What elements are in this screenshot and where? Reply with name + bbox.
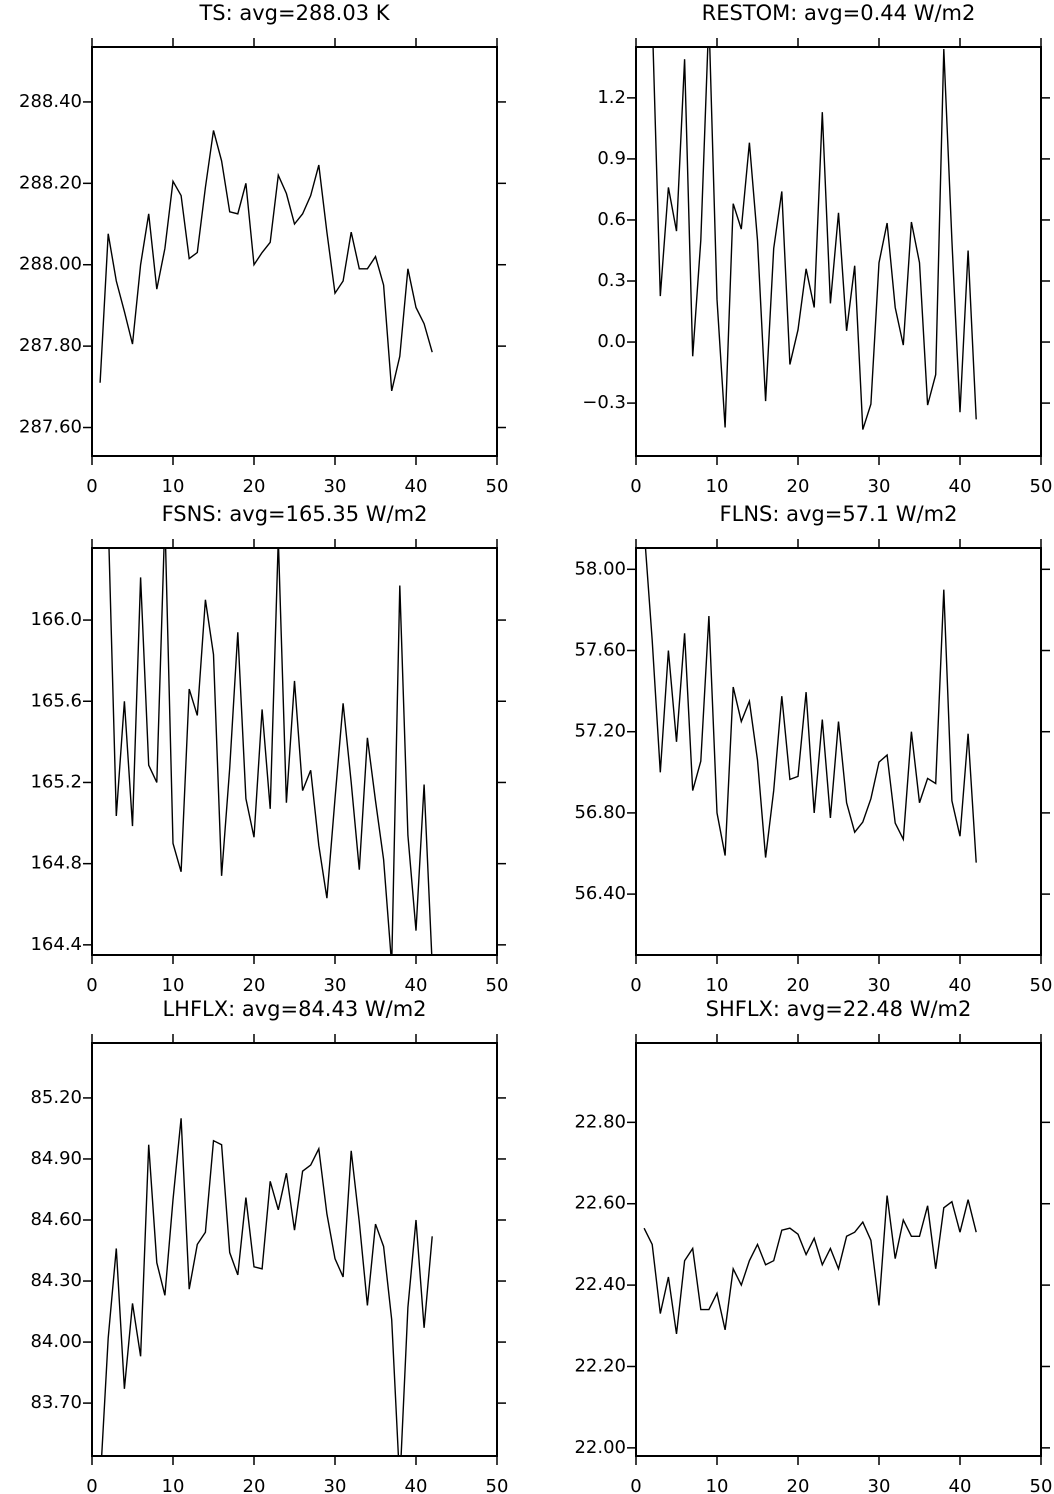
y-tick-label: 0.9 (597, 148, 626, 169)
y-tick-label: 84.30 (30, 1270, 82, 1291)
y-tick-label: 85.20 (30, 1087, 82, 1108)
data-line (644, 548, 977, 863)
y-tick-label: −0.3 (582, 392, 626, 413)
y-tick-label: 22.80 (574, 1111, 626, 1132)
x-tick-label: 40 (405, 975, 428, 996)
x-tick-label: 0 (630, 476, 641, 497)
x-tick-label: 0 (630, 975, 641, 996)
y-tick-label: 22.00 (574, 1437, 626, 1458)
y-tick-label: 0.0 (597, 331, 626, 352)
x-tick-label: 20 (787, 975, 810, 996)
y-tick-label: 22.20 (574, 1355, 626, 1376)
x-tick-label: 40 (949, 975, 972, 996)
panel: FSNS: avg=165.35 W/m2 0 10 20 30 40 50 164.4 164… (30, 502, 509, 996)
x-tick-label: 30 (868, 975, 891, 996)
x-tick-label: 20 (243, 1476, 266, 1494)
y-tick-label: 165.2 (30, 771, 82, 792)
x-tick-label: 50 (486, 975, 509, 996)
x-tick-label: 40 (949, 476, 972, 497)
panel-title: FLNS: avg=57.1 W/m2 (720, 502, 958, 526)
data-line (643, 1195, 977, 1335)
x-tick-label: 20 (787, 1476, 810, 1494)
x-tick-label: 10 (706, 975, 729, 996)
x-tick-label: 10 (706, 1476, 729, 1494)
x-tick-label: 0 (86, 476, 97, 497)
x-tick-label: 0 (86, 1476, 97, 1494)
plot-frame (91, 46, 498, 457)
x-tick-label: 10 (706, 476, 729, 497)
panel-title: SHFLX: avg=22.48 W/m2 (706, 997, 972, 1021)
x-tick-label: 50 (1030, 476, 1053, 497)
y-tick-label: 165.6 (30, 690, 82, 711)
x-tick-label: 40 (405, 1476, 428, 1494)
x-tick-label: 40 (405, 476, 428, 497)
x-tick-label: 0 (86, 975, 97, 996)
x-tick-label: 10 (162, 1476, 185, 1494)
y-tick-label: 83.70 (30, 1392, 82, 1413)
x-tick-label: 50 (486, 1476, 509, 1494)
y-tick-label: 166.0 (30, 609, 82, 630)
panel: TS: avg=288.03 K 0 10 20 30 40 50 287.60 287.80 2… (19, 1, 508, 497)
x-tick-label: 10 (162, 975, 185, 996)
x-tick-label: 50 (1030, 1476, 1053, 1494)
panel-title: FSNS: avg=165.35 W/m2 (162, 502, 428, 526)
x-tick-label: 30 (868, 476, 891, 497)
x-tick-label: 50 (1030, 975, 1053, 996)
x-tick-label: 20 (243, 975, 266, 996)
x-tick-label: 30 (324, 975, 347, 996)
data-line (652, 47, 977, 430)
y-tick-label: 84.60 (30, 1209, 82, 1230)
y-tick-label: 287.60 (19, 417, 82, 438)
panel-title: TS: avg=288.03 K (198, 1, 390, 25)
plot-frame (635, 547, 1042, 956)
y-tick-label: 57.20 (574, 721, 626, 742)
panel-title: LHFLX: avg=84.43 W/m2 (162, 997, 426, 1021)
plot-frame (91, 1042, 498, 1457)
y-tick-label: 164.8 (30, 853, 82, 874)
y-tick-label: 288.40 (19, 91, 82, 112)
panel: SHFLX: avg=22.48 W/m2 0 10 20 30 40 50 22.00 22.… (574, 997, 1052, 1494)
y-tick-label: 84.00 (30, 1331, 82, 1352)
y-tick-label: 0.3 (597, 270, 626, 291)
panel: FLNS: avg=57.1 W/m2 0 10 20 30 40 50 56.40 56.80… (574, 502, 1052, 996)
x-tick-label: 30 (324, 476, 347, 497)
x-tick-label: 50 (486, 476, 509, 497)
plot-frame (635, 1042, 1042, 1457)
y-tick-label: 58.00 (574, 558, 626, 579)
y-tick-label: 288.00 (19, 254, 82, 275)
y-tick-label: 288.20 (19, 172, 82, 193)
y-tick-label: 22.40 (574, 1274, 626, 1295)
plot-frame (91, 547, 498, 956)
panel-title: RESTOM: avg=0.44 W/m2 (702, 1, 976, 25)
x-tick-label: 10 (162, 476, 185, 497)
x-tick-label: 30 (324, 1476, 347, 1494)
y-tick-label: 56.40 (574, 883, 626, 904)
data-line (100, 1118, 433, 1456)
x-tick-label: 30 (868, 1476, 891, 1494)
data-line (108, 548, 433, 955)
y-tick-label: 84.90 (30, 1148, 82, 1169)
plot-frame (635, 46, 1042, 457)
panel: RESTOM: avg=0.44 W/m2 0 10 20 30 40 50 −0.3 0.0 0… (582, 1, 1053, 497)
y-tick-label: 22.60 (574, 1193, 626, 1214)
data-line (99, 130, 433, 392)
y-tick-label: 0.6 (597, 209, 626, 230)
y-tick-label: 287.80 (19, 335, 82, 356)
x-tick-label: 40 (949, 1476, 972, 1494)
y-tick-label: 1.2 (597, 87, 626, 108)
x-tick-label: 20 (243, 476, 266, 497)
x-tick-label: 20 (787, 476, 810, 497)
x-tick-label: 0 (630, 1476, 641, 1494)
y-tick-label: 164.4 (30, 934, 82, 955)
panel: LHFLX: avg=84.43 W/m2 0 10 20 30 40 50 83.70 84.… (30, 997, 508, 1494)
y-tick-label: 57.60 (574, 640, 626, 661)
y-tick-label: 56.80 (574, 802, 626, 823)
